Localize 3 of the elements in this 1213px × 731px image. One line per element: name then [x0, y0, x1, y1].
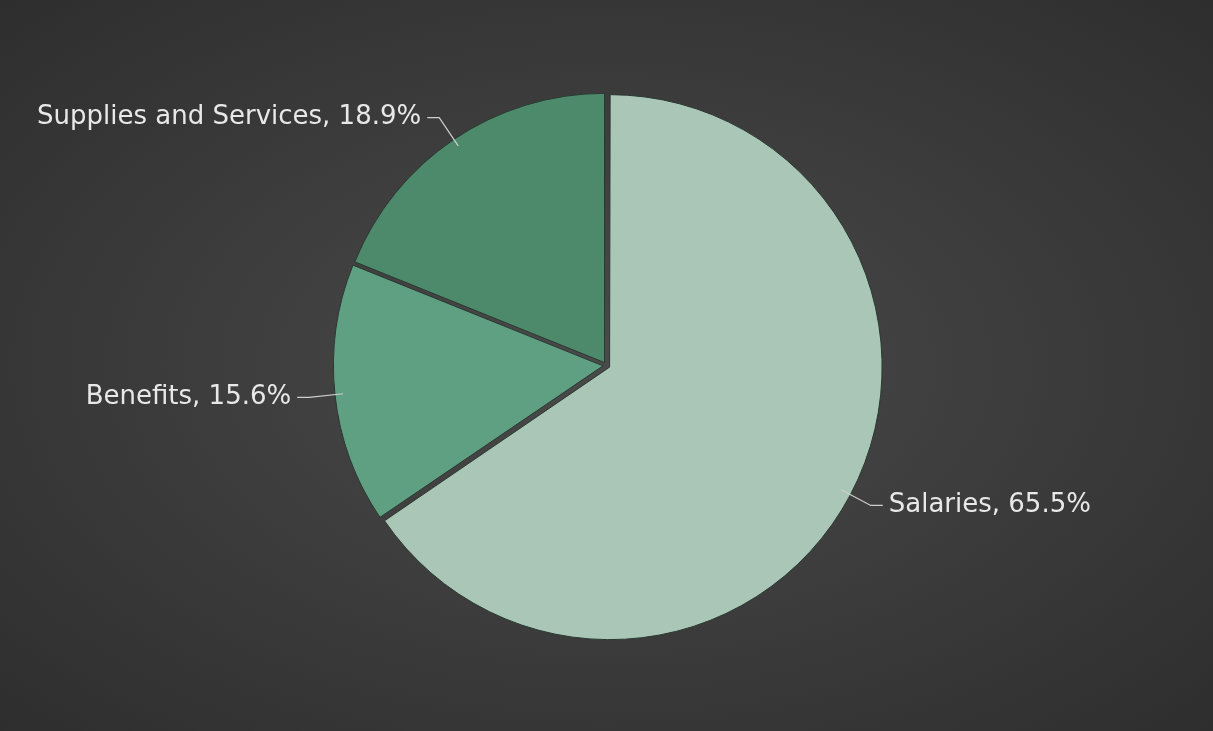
- slice-label: Supplies and Services, 18.9%: [37, 100, 422, 131]
- slice-label: Salaries, 65.5%: [888, 488, 1091, 519]
- slice-label: Benefits, 15.6%: [85, 380, 292, 411]
